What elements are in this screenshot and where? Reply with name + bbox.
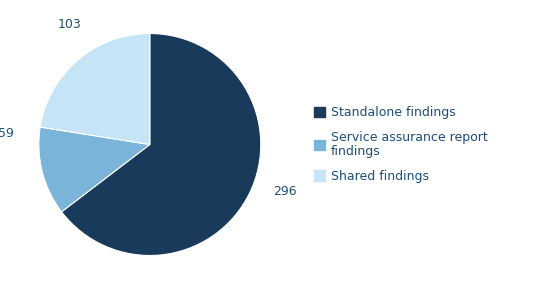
Wedge shape xyxy=(39,127,150,212)
Text: 59: 59 xyxy=(0,127,13,140)
Wedge shape xyxy=(62,34,261,255)
Text: 296: 296 xyxy=(273,185,297,198)
Text: 103: 103 xyxy=(58,18,82,31)
Wedge shape xyxy=(40,34,150,144)
Legend: Standalone findings, Service assurance report
findings, Shared findings: Standalone findings, Service assurance r… xyxy=(309,101,493,188)
